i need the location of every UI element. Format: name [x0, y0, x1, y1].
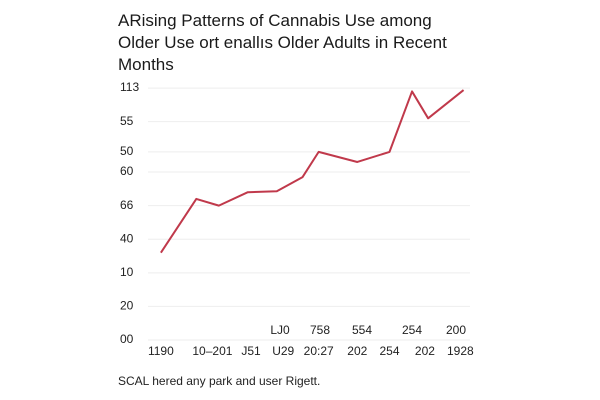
chart-title: ARising Patterns of Cannabis Use among O…	[118, 11, 447, 74]
annotation: 554	[352, 323, 372, 337]
y-tick-label: 60	[120, 164, 134, 178]
y-tick-label: 20	[120, 299, 134, 313]
x-tick-label: 202	[415, 344, 435, 358]
annotation: 758	[310, 323, 330, 337]
annotation: LJ0	[270, 323, 290, 337]
x-tick-label: U29	[272, 344, 294, 358]
data-line	[160, 89, 465, 254]
x-tick-label: 202	[347, 344, 367, 358]
annotation: 254	[402, 323, 422, 337]
annotation: 200	[446, 323, 466, 337]
y-tick-label: 00	[120, 332, 134, 346]
x-tick-label: 254	[379, 344, 399, 358]
y-tick-label: 55	[120, 114, 134, 128]
y-tick-label: 66	[120, 198, 134, 212]
y-tick-label: 10	[120, 265, 134, 279]
x-tick-label: 10–201	[192, 344, 232, 358]
x-tick-label: 1190	[148, 344, 174, 358]
x-tick-label: J51	[241, 344, 261, 358]
x-tick-label: 1928	[447, 344, 474, 358]
y-tick-label: 40	[120, 231, 134, 245]
caption: SCAL hered any park and user Rigett.	[118, 374, 321, 388]
y-tick-label: 113	[120, 80, 139, 94]
x-tick-label: 20:27	[304, 344, 334, 358]
y-tick-label: 50	[120, 144, 134, 158]
